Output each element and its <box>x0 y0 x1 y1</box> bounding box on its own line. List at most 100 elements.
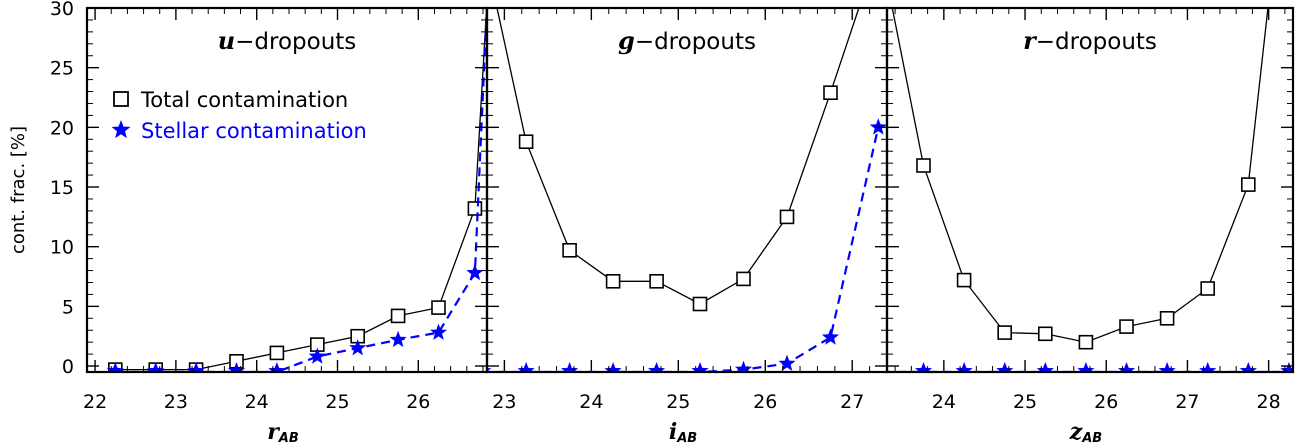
x-tick-label: 25 <box>666 391 690 413</box>
stellar-contamination-marker <box>691 362 709 372</box>
y-tick-label: 10 <box>50 237 74 259</box>
x-tick-label: 27 <box>840 391 864 413</box>
total-contamination-marker <box>649 273 664 289</box>
total-contamination-marker <box>269 345 285 361</box>
x-tick-label: 24 <box>245 391 269 413</box>
stellar-contamination-marker <box>648 362 666 372</box>
stellar-contamination-marker <box>308 347 326 364</box>
total-contamination-marker <box>518 134 534 149</box>
stellar-contamination-marker <box>1280 362 1293 372</box>
x-axis-label-variable: z <box>1069 419 1083 444</box>
total-contamination-marker <box>779 209 795 225</box>
panel-title-text: −dropouts <box>1036 29 1157 55</box>
x-tick-label: 25 <box>1013 391 1037 413</box>
stellar-contamination-marker <box>1239 362 1257 372</box>
panel-title-text: −dropouts <box>635 29 756 55</box>
x-tick-label: 23 <box>164 391 188 413</box>
total-contamination-marker <box>431 300 446 315</box>
stellar-contamination-marker <box>561 362 579 372</box>
x-tick-label: 24 <box>579 391 603 413</box>
total-contamination-marker <box>916 158 931 173</box>
total-contamination-marker <box>467 201 483 216</box>
series-line-stellar-panel-2 <box>487 127 880 372</box>
stellar-contamination-marker <box>869 118 887 135</box>
stellar-contamination-marker <box>778 354 796 371</box>
stellar-contamination-marker <box>955 362 973 372</box>
x-axis-label-1: rAB <box>267 419 299 444</box>
stellar-contamination-marker <box>389 330 407 348</box>
x-axis-label-3: zAB <box>1069 419 1103 444</box>
panel-title-2: g−dropouts <box>618 26 756 55</box>
stellar-contamination-marker <box>268 362 286 372</box>
panel-frame-1 <box>85 6 489 374</box>
stellar-contamination-marker <box>915 362 933 372</box>
total-contamination-marker <box>562 243 577 258</box>
x-axis-label-subscript: AB <box>1081 431 1102 444</box>
total-contamination-marker <box>1078 334 1094 350</box>
total-contamination-marker <box>823 85 838 100</box>
x-axis-label-variable: i <box>669 419 677 444</box>
total-contamination-marker <box>692 296 708 312</box>
y-tick-label: 0 <box>62 356 74 378</box>
total-contamination-marker <box>605 273 621 289</box>
panel-title-1: u−dropouts <box>218 26 357 55</box>
total-contamination-marker <box>997 325 1013 340</box>
total-contamination-marker <box>390 308 406 324</box>
panel-title-3: r−dropouts <box>1023 26 1157 55</box>
stellar-contamination-marker <box>1118 362 1136 372</box>
y-tick-label: 25 <box>50 58 74 80</box>
legend-total-label: Total contamination <box>140 88 348 112</box>
stellar-contamination-marker <box>1199 362 1217 372</box>
x-tick-label: 28 <box>1257 391 1281 413</box>
panel-title-text: −dropouts <box>235 29 356 55</box>
total-contamination-marker <box>736 271 751 287</box>
series-line-stellar-panel-1 <box>115 8 487 372</box>
stellar-contamination-marker <box>735 360 753 372</box>
x-tick-label: 26 <box>406 391 430 413</box>
y-tick-label: 15 <box>50 177 74 199</box>
x-axis-label-2: iAB <box>669 419 697 444</box>
y-tick-label: 5 <box>62 296 74 318</box>
legend-square-marker <box>113 91 129 107</box>
stellar-contamination-marker <box>1077 362 1095 372</box>
y-tick-label: 20 <box>50 117 74 139</box>
stellar-contamination-marker <box>996 362 1014 372</box>
y-axis-label: cont. frac. [%] <box>8 126 29 254</box>
x-axis-label-variable: r <box>267 419 280 444</box>
panel-title-variable: g <box>618 26 635 55</box>
stellar-contamination-marker <box>466 263 484 281</box>
x-axis-label-subscript: AB <box>676 431 697 444</box>
total-contamination-marker <box>1200 281 1215 296</box>
total-contamination-marker <box>1241 177 1256 192</box>
plot-data-layer <box>106 8 1293 372</box>
x-tick-label: 22 <box>83 391 107 413</box>
x-tick-label: 26 <box>1094 391 1118 413</box>
x-tick-label: 24 <box>932 391 956 413</box>
x-tick-label: 25 <box>325 391 349 413</box>
series-line-total-panel-2 <box>496 8 860 305</box>
stellar-contamination-marker <box>821 328 839 345</box>
legend-star-marker <box>111 120 131 139</box>
total-contamination-marker <box>1159 310 1175 326</box>
total-contamination-marker <box>956 272 972 288</box>
legend-stellar-label: Stellar contamination <box>141 119 367 143</box>
stellar-contamination-marker <box>517 362 535 372</box>
x-axis-label-subscript: AB <box>278 431 299 444</box>
stellar-contamination-marker <box>430 323 448 340</box>
panel-title-variable: u <box>218 26 235 55</box>
y-tick-label: 30 <box>50 0 74 20</box>
panel-frame-2 <box>485 6 889 374</box>
x-tick-label: 27 <box>1175 391 1199 413</box>
stellar-contamination-marker <box>1158 362 1176 372</box>
panel-frame-3 <box>885 6 1295 374</box>
x-tick-label: 23 <box>492 391 516 413</box>
stellar-contamination-marker <box>604 362 622 372</box>
total-contamination-marker <box>1038 326 1053 342</box>
total-contamination-marker <box>1119 319 1134 334</box>
stellar-contamination-marker <box>1036 362 1054 372</box>
axes-layer <box>85 6 1295 374</box>
stellar-contamination-marker <box>349 339 367 356</box>
panel-title-variable: r <box>1023 26 1038 55</box>
